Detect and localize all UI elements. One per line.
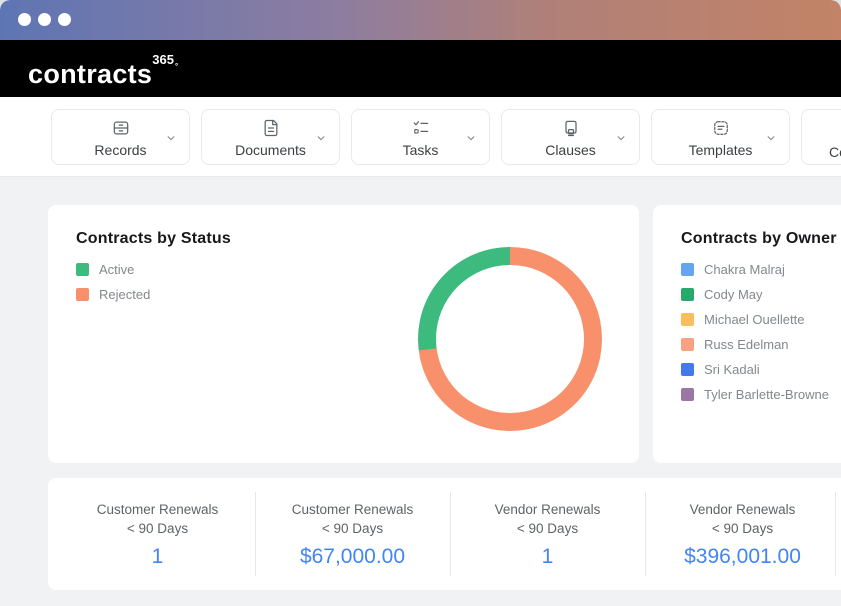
brand-mark: °: [174, 62, 179, 71]
chevron-down-icon: [166, 130, 176, 148]
chevron-down-icon: [466, 130, 476, 148]
legend-swatch: [681, 337, 694, 351]
stat-value: $67,000.00: [299, 545, 406, 568]
stat-divider: [255, 492, 256, 576]
card-title: Contracts by Status: [76, 230, 231, 247]
legend-item: Tyler Barlette-Browne: [681, 386, 829, 402]
brand-name: contracts: [28, 59, 153, 89]
legend-swatch: [76, 287, 89, 301]
tasks-icon: [411, 118, 431, 138]
legend-item: Sri Kadali: [681, 361, 829, 377]
legend-item: Active: [76, 261, 150, 277]
tab-cut-off[interactable]: Co: [801, 109, 841, 165]
tab-label: Clauses: [545, 142, 596, 158]
legend-swatch: [76, 262, 89, 276]
templates-icon: [711, 118, 731, 138]
chevron-down-icon: [616, 130, 626, 148]
legend-item: Cody May: [681, 286, 829, 302]
tab-documents[interactable]: Documents: [201, 109, 340, 165]
tab-tasks[interactable]: Tasks: [351, 109, 490, 165]
legend-label: Cody May: [704, 286, 763, 302]
legend-label: Russ Edelman: [704, 336, 789, 352]
brand-superscript: 365: [152, 52, 174, 67]
legend-swatch: [681, 312, 694, 326]
legend-item: Russ Edelman: [681, 336, 829, 352]
tab-label: Templates: [688, 142, 753, 158]
stat-customer-renewals-amount: Customer Renewals < 90 Days $67,000.00: [255, 478, 450, 590]
clauses-icon: [561, 118, 581, 138]
window-titlebar: [0, 0, 841, 40]
stat-divider: [450, 492, 451, 576]
donut-hole: [436, 265, 584, 413]
primary-nav: Records Documents Tasks: [0, 97, 841, 177]
contracts-by-status-card: Contracts by Status Active Rejected: [48, 205, 639, 463]
stat-label: Customer Renewals < 90 Days: [96, 502, 219, 536]
tab-label: Documents: [235, 142, 306, 158]
status-legend: Active Rejected: [76, 262, 150, 312]
tab-label: Tasks: [402, 142, 439, 158]
legend-swatch: [681, 387, 694, 401]
legend-label: Rejected: [99, 286, 151, 302]
card-title: Contracts by Owner: [681, 230, 837, 247]
legend-label: Tyler Barlette-Browne: [704, 386, 829, 402]
legend-swatch: [681, 287, 694, 301]
owner-legend: Chakra Malraj Cody May Michael Ouellette…: [681, 262, 829, 412]
tab-templates[interactable]: Templates: [651, 109, 790, 165]
window-control-dot[interactable]: [18, 13, 31, 26]
chevron-down-icon: [316, 130, 326, 148]
stat-value: 1: [541, 545, 554, 568]
legend-label: Michael Ouellette: [704, 311, 805, 327]
stat-value: 1: [151, 545, 164, 568]
stat-label: Vendor Renewals < 90 Days: [689, 502, 796, 536]
stat-value: $396,001.00: [684, 545, 801, 568]
legend-item: Chakra Malraj: [681, 261, 829, 277]
status-donut-chart: [418, 247, 602, 431]
window-controls[interactable]: [18, 13, 71, 26]
tab-records[interactable]: Records: [51, 109, 190, 165]
legend-item: Michael Ouellette: [681, 311, 829, 327]
app-header: contracts365°: [0, 40, 841, 97]
contracts-by-owner-card: Contracts by Owner Chakra Malraj Cody Ma…: [653, 205, 841, 463]
brand-logo[interactable]: contracts365°: [28, 52, 179, 96]
stat-label: Vendor Renewals < 90 Days: [494, 502, 601, 536]
legend-swatch: [681, 362, 694, 376]
legend-label: Active: [99, 261, 135, 277]
renewals-stats-card: Customer Renewals < 90 Days 1 Customer R…: [48, 478, 841, 590]
window-control-dot[interactable]: [58, 13, 71, 26]
legend-label: Chakra Malraj: [704, 261, 785, 277]
stat-customer-renewals-count: Customer Renewals < 90 Days 1: [60, 478, 255, 590]
stat-divider: [835, 492, 836, 576]
records-icon: [111, 118, 131, 138]
tab-clauses[interactable]: Clauses: [501, 109, 640, 165]
legend-item: Rejected: [76, 286, 151, 302]
legend-label: Sri Kadali: [704, 361, 760, 377]
stat-label: Customer Renewals < 90 Days: [291, 502, 414, 536]
stat-vendor-renewals-count: Vendor Renewals < 90 Days 1: [450, 478, 645, 590]
tab-label: Co: [829, 144, 841, 160]
stat-divider: [645, 492, 646, 576]
window-control-dot[interactable]: [38, 13, 51, 26]
chevron-down-icon: [766, 130, 776, 148]
stats-row: Customer Renewals < 90 Days 1 Customer R…: [60, 478, 840, 590]
documents-icon: [261, 118, 281, 138]
legend-swatch: [681, 262, 694, 276]
tab-label: Records: [94, 142, 147, 158]
stat-vendor-renewals-amount: Vendor Renewals < 90 Days $396,001.00: [645, 478, 840, 590]
